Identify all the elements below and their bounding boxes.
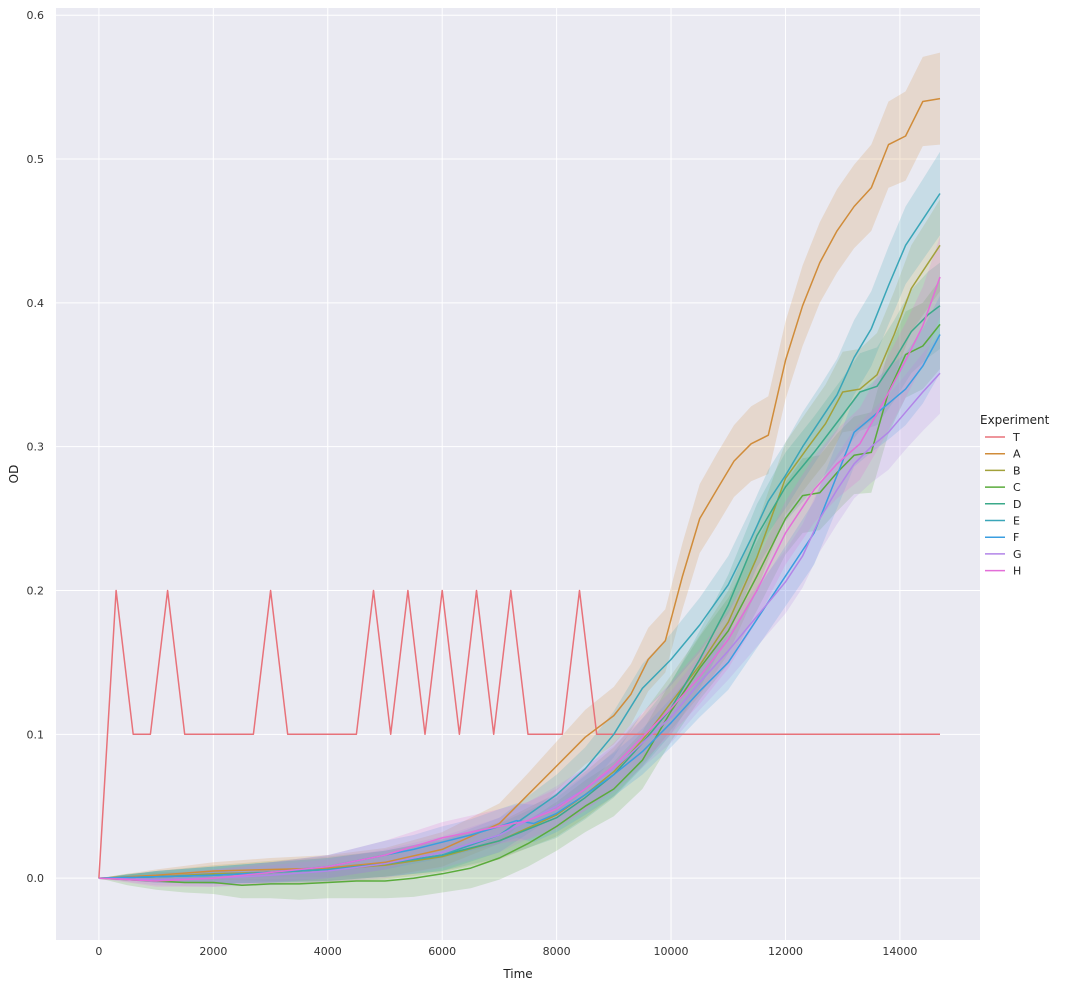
legend-label-b: B <box>1013 464 1021 477</box>
y-tick-label: 0.1 <box>27 728 45 741</box>
legend-label-c: C <box>1013 481 1021 494</box>
x-tick-label: 4000 <box>314 945 342 958</box>
legend-label-d: D <box>1013 498 1021 511</box>
y-tick-label: 0.0 <box>27 872 45 885</box>
series-line-h <box>98 276 941 882</box>
series-line-c <box>98 323 941 887</box>
y-tick-label: 0.6 <box>27 9 45 22</box>
legend-label-g: G <box>1013 548 1022 561</box>
x-axis-label: Time <box>502 967 532 981</box>
legend-label-t: T <box>1012 431 1020 444</box>
x-tick-label: 12000 <box>768 945 803 958</box>
plot-area <box>56 8 980 940</box>
legend-label-a: A <box>1013 448 1021 461</box>
series-line-t <box>98 589 940 879</box>
y-tick-label: 0.3 <box>27 441 45 454</box>
y-tick-labels: 0.0 0.1 0.2 0.3 0.4 0.5 0.6 <box>27 9 45 885</box>
x-tick-label: 10000 <box>654 945 689 958</box>
y-tick-label: 0.4 <box>27 297 45 310</box>
x-tick-label: 2000 <box>199 945 227 958</box>
legend-label-f: F <box>1013 531 1019 544</box>
x-tick-label: 6000 <box>428 945 456 958</box>
y-axis-label: OD <box>7 465 21 484</box>
series-line-g <box>98 372 941 881</box>
y-tick-label: 0.5 <box>27 153 45 166</box>
y-tick-label: 0.2 <box>27 585 45 598</box>
legend-label-h: H <box>1013 565 1021 578</box>
x-tick-labels: 0 2000 4000 6000 8000 10000 12000 14000 <box>95 945 917 958</box>
band-b <box>98 199 940 884</box>
band-f <box>98 295 940 884</box>
series-lines <box>98 97 941 887</box>
legend-title: Experiment <box>980 413 1050 427</box>
legend-label-e: E <box>1013 515 1020 528</box>
x-tick-label: 14000 <box>882 945 917 958</box>
band-g <box>98 333 940 887</box>
x-tick-label: 8000 <box>543 945 571 958</box>
x-tick-label: 0 <box>95 945 102 958</box>
series-line-a <box>98 97 941 879</box>
